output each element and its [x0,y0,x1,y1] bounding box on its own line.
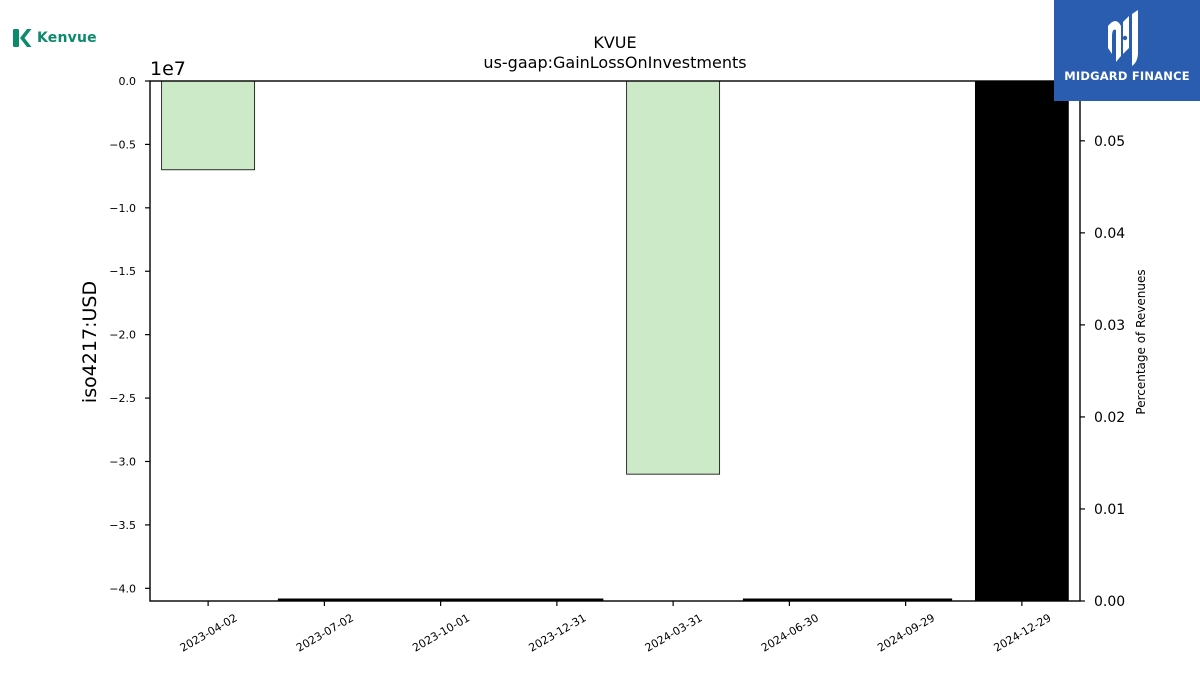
bar-2024-12-29 [974,80,1069,602]
x-tick-label: 2023-12-31 [527,611,589,654]
y-tick-label: 0.0 [119,75,137,88]
kenvue-mark-icon [13,29,32,47]
y2-tick-label: 0.05 [1094,134,1125,150]
x-tick-label: 2023-10-01 [410,611,472,654]
chart-subtitle: us-gaap:GainLossOnInvestments [483,53,746,72]
midgard-wordmark: MIDGARD FINANCE [1064,69,1190,83]
y-axis-label: iso4217:USD [79,281,101,403]
y-tick-label: −3.5 [109,519,136,532]
chart-title: KVUE [593,33,636,52]
kenvue-logo: Kenvue [12,28,97,48]
x-tick-label: 2023-04-02 [178,611,240,654]
plot-frame [149,80,1081,602]
y-tick-label: −4.0 [109,582,136,595]
y-axis-right: 0.00 0.01 0.02 0.03 0.04 0.05 [1080,134,1125,610]
y2-tick-label: 0.03 [1094,318,1125,334]
kenvue-wordmark: Kenvue [37,30,97,46]
y-tick-label: −3.0 [109,455,136,468]
midgard-finance-logo: MIDGARD FINANCE [1054,0,1200,101]
bar-2024-03-31 [626,80,721,475]
y-tick-label: −1.0 [109,202,136,215]
y2-tick-label: 0.02 [1094,410,1125,426]
x-tick-label: 2023-07-02 [294,611,356,654]
midgard-mark-icon [1108,10,1138,66]
x-tick-label: 2024-03-31 [643,611,705,654]
y-tick-label: −0.5 [109,138,136,151]
y-tick-label: −1.5 [109,265,136,278]
x-tick-label: 2024-09-29 [875,611,937,654]
y-offset-label: 1e7 [150,58,186,80]
y2-tick-label: 0.00 [1094,594,1125,610]
bar-2023-04-02 [161,80,256,171]
y2-tick-label: 0.01 [1094,502,1125,518]
x-tick-label: 2024-06-30 [759,611,821,654]
x-axis: 2023-04-02 2023-07-02 2023-10-01 2023-12-31… [178,601,1054,655]
bars-layer [161,80,1069,602]
y-axis-left: 0.0 −0.5 −1.0 −1.5 −2.0 −2.5 −3.0 −3.5 −4.0 [109,75,150,595]
x-tick-label: 2024-12-29 [992,611,1054,654]
y-tick-label: −2.5 [109,392,136,405]
y2-tick-label: 0.04 [1094,226,1125,242]
y-tick-label: −2.0 [109,329,136,342]
y2-axis-label: Percentage of Revenues [1134,269,1148,414]
